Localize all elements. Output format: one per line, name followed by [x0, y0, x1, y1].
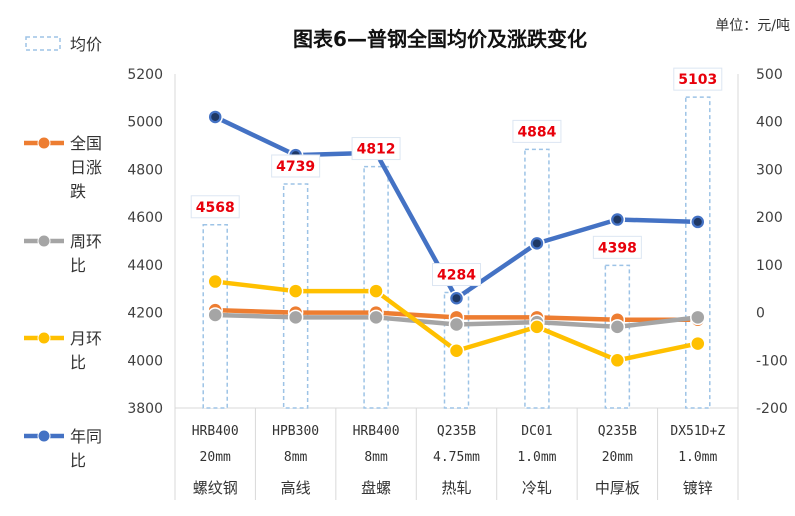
data-label: 4284 [437, 268, 476, 284]
series-point-月环比 [529, 319, 545, 335]
series-point-core [452, 294, 461, 303]
series-point-core [693, 217, 702, 226]
right-axis-tick-label: -100 [756, 353, 788, 369]
legend-label-均价: 均价 [70, 35, 102, 54]
series-point-周环比 [448, 316, 465, 333]
data-label-box [190, 195, 240, 219]
data-label: 4398 [598, 240, 637, 256]
series-point-月环比 [207, 273, 223, 290]
category-size-label: 4.75mm [433, 450, 480, 465]
right-axis-tick-label: 400 [756, 115, 783, 131]
category-product-label: 热轧 [441, 479, 471, 497]
category-size-label: 1.0mm [678, 450, 717, 465]
data-label: 4739 [276, 159, 315, 175]
category-spec-label: Q235B [598, 424, 637, 439]
data-label: 4812 [357, 142, 396, 158]
series-point-月环比 [690, 335, 706, 352]
series-point-周环比 [287, 309, 304, 326]
series-point-周环比 [690, 309, 706, 326]
category-product-label: 冷轧 [522, 479, 552, 497]
category-spec-label: HRB400 [192, 424, 239, 439]
axes: 38004000420044004600480050005200-200-100… [127, 67, 788, 500]
unit-label: 单位：元/吨 [715, 18, 790, 34]
category-size-label: 1.0mm [517, 450, 556, 465]
right-axis-tick-label: 200 [756, 210, 783, 226]
legend-label-年同比: 比 [70, 451, 86, 470]
legend-label-月环比: 月环 [70, 329, 102, 348]
price-bar [604, 264, 631, 409]
series-point-周环比 [207, 307, 223, 323]
chart-title: 图表6—普钢全国均价及涨跌变化 [293, 27, 587, 51]
right-axis-tick-label: -200 [756, 401, 788, 417]
legend-marker-月环比 [37, 331, 51, 345]
category-size-label: 8mm [284, 450, 308, 465]
data-label-box [432, 263, 481, 287]
legend-marker-全国日涨跌 [37, 136, 51, 150]
data-label-box [271, 154, 321, 178]
data-labels: 4568 4739 4812 4284 4884 4398 5103 [190, 67, 723, 287]
legend-marker-年同比 [37, 429, 51, 443]
series-point-周环比 [609, 319, 626, 335]
category-product-label: 镀锌 [683, 479, 713, 497]
legend-label-周环比: 比 [70, 256, 86, 275]
data-label: 4568 [196, 200, 235, 216]
category-product-label: 盘螺 [361, 479, 391, 497]
data-label-box [351, 137, 401, 161]
left-axis-tick-label: 5000 [127, 115, 163, 131]
category-product-label: 中厚板 [595, 479, 640, 497]
legend-label-全国日涨跌: 跌 [70, 182, 86, 201]
right-axis-tick-label: 300 [756, 162, 783, 178]
data-label: 5103 [678, 72, 717, 88]
legend-label-全国日涨跌: 全国 [70, 134, 102, 153]
legend-label-年同比: 年同 [70, 427, 102, 446]
left-axis-tick-label: 4800 [127, 162, 163, 178]
series-point-周环比 [368, 309, 384, 326]
series-point-月环比 [448, 342, 465, 359]
left-axis-tick-label: 4000 [127, 353, 163, 369]
category-spec-label: HPB300 [272, 424, 319, 439]
price-bar [524, 148, 550, 409]
right-axis-tick-label: 0 [756, 306, 765, 322]
category-product-label: 螺纹钢 [193, 479, 238, 497]
legend-swatch-均价 [25, 36, 61, 51]
legend-marker-周环比 [37, 234, 51, 248]
left-axis-tick-label: 4600 [127, 210, 163, 226]
series-point-core [532, 239, 541, 248]
legend-label-月环比: 比 [70, 353, 86, 372]
series-point-月环比 [609, 352, 626, 369]
left-axis-tick-label: 4400 [127, 258, 163, 274]
data-label: 4884 [517, 124, 556, 140]
legend-label-周环比: 周环 [70, 232, 102, 251]
category-spec-label: Q235B [437, 424, 476, 439]
category-spec-label: HRB400 [353, 424, 400, 439]
category-product-label: 高线 [281, 479, 311, 497]
left-axis-tick-label: 5200 [127, 67, 163, 83]
right-axis-tick-label: 100 [756, 258, 783, 274]
category-spec-label: DC01 [521, 424, 552, 439]
data-label-box [673, 67, 723, 91]
right-axis-tick-label: 500 [756, 67, 783, 83]
series-point-core [613, 215, 622, 224]
legend-label-全国日涨跌: 日涨 [70, 158, 102, 177]
data-label-box [512, 119, 562, 143]
data-label-box [592, 235, 642, 259]
category-spec-label: DX51D+Z [670, 424, 725, 439]
left-axis-tick-label: 4200 [127, 306, 163, 322]
left-axis-tick-label: 3800 [127, 401, 163, 417]
price-bar [685, 96, 711, 409]
category-size-label: 20mm [200, 450, 231, 465]
series-point-core [211, 112, 220, 121]
series-point-月环比 [368, 283, 384, 299]
category-size-label: 8mm [364, 450, 388, 465]
category-size-label: 20mm [602, 450, 633, 465]
series-point-月环比 [287, 283, 304, 299]
